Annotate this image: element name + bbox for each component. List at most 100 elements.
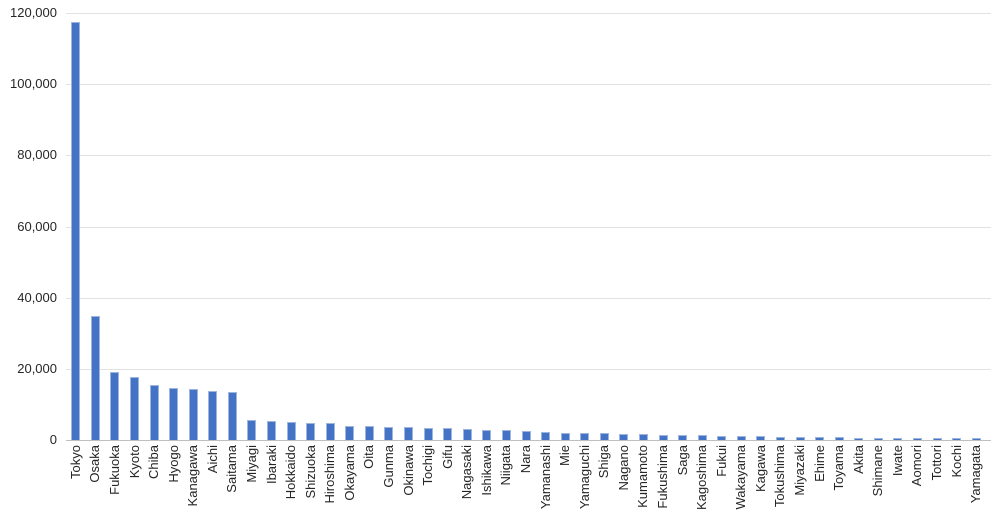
x-tick-label-nara: Nara [518,445,533,474]
x-tick-label-fukui: Fukui [714,445,729,477]
bar-chiba [150,385,159,440]
x-tick-label-hokkaido: Hokkaido [283,445,298,500]
y-tick-label: 60,000 [17,219,57,234]
bar-osaka [91,316,100,440]
x-tick-label-oita: Oita [361,445,376,469]
x-tick-label-aomori: Aomori [909,445,924,487]
x-tick-label-wakayama: Wakayama [733,445,748,510]
x-tick-label-nagasaki: Nagasaki [459,445,474,500]
gridline [66,13,991,14]
x-tick-label-tochigi: Tochigi [420,445,435,486]
x-tick-label-chiba: Chiba [146,445,161,479]
bar-saitama [228,392,237,440]
x-tick-label-okayama: Okayama [342,445,357,501]
gridline [66,84,991,85]
bar-miyazaki [796,437,805,440]
y-tick-label: 120,000 [10,5,57,20]
x-tick-label-mie: Mie [557,445,572,466]
x-tick-label-iwate: Iwate [890,445,905,477]
bar-tottori [933,438,942,440]
bar-yamaguchi [580,433,589,440]
bar-aichi [208,391,217,440]
bar-fukui [717,436,726,440]
gridline [66,369,991,370]
bar-saga [678,435,687,440]
x-tick-label-kumamoto: Kumamoto [635,445,650,508]
x-tick-label-fukuoka: Fukuoka [107,445,122,495]
bar-miyagi [247,420,256,440]
y-tick-label: 0 [49,432,57,447]
bar-tokyo [71,22,80,440]
bar-oita [365,426,374,440]
x-tick-label-saitama: Saitama [224,445,239,493]
x-tick-label-fukushima: Fukushima [655,445,670,509]
bar-nagasaki [463,429,472,440]
bar-kyoto [130,377,139,440]
bar-hyogo [169,388,178,440]
bar-aomori [913,438,922,440]
bar-hokkaido [287,422,296,440]
x-tick-label-gifu: Gifu [440,445,455,469]
x-tick-label-akita: Akita [851,445,866,474]
bar-fukuoka [110,372,119,440]
x-tick-label-kanagawa: Kanagawa [185,445,200,507]
y-tick-label: 20,000 [17,361,57,376]
x-tick-label-gunma: Gunma [381,445,396,488]
x-tick-label-niigata: Niigata [498,445,513,486]
x-tick-label-hiroshima: Hiroshima [322,445,337,504]
bar-iwate [893,438,902,440]
bar-shiga [600,433,609,440]
bar-ehime [815,437,824,440]
bar-fukushima [659,435,668,440]
x-tick-label-saga: Saga [675,445,690,476]
bar-shizuoka [306,423,315,440]
bar-gifu [443,428,452,440]
x-tick-label-shizuoka: Shizuoka [303,445,318,499]
bar-kagawa [756,436,765,440]
x-tick-label-ishikawa: Ishikawa [479,445,494,496]
bar-kanagawa [189,389,198,440]
x-tick-label-shimane: Shimane [870,445,885,497]
x-tick-label-tottori: Tottori [929,445,944,481]
x-tick-label-tokyo: Tokyo [68,445,83,479]
bar-shimane [874,438,883,440]
x-tick-label-kagoshima: Kagoshima [694,445,709,511]
x-tick-label-yamanashi: Yamanashi [538,445,553,510]
y-tick-label: 40,000 [17,290,57,305]
gridline [66,155,991,156]
gridline [66,298,991,299]
x-tick-label-okinawa: Okinawa [401,445,416,496]
bar-ibaraki [267,421,276,440]
bar-tokushima [776,437,785,440]
x-tick-label-ehime: Ehime [812,445,827,482]
x-tick-label-kochi: Kochi [949,445,964,478]
x-tick-label-kagawa: Kagawa [753,445,768,492]
bar-nagano [619,434,628,440]
x-tick-label-miyagi: Miyagi [244,445,259,483]
x-tick-label-nagano: Nagano [616,445,631,491]
bar-mie [561,433,570,440]
bar-tochigi [424,428,433,440]
bar-okinawa [404,427,413,440]
x-axis-line [66,440,991,441]
bar-toyama [835,437,844,440]
x-tick-label-yamagata: Yamagata [968,445,983,504]
x-tick-label-ibaraki: Ibaraki [264,445,279,485]
bar-akita [854,438,863,440]
x-tick-label-miyazaki: Miyazaki [792,445,807,496]
x-tick-label-osaka: Osaka [87,445,102,483]
bar-okayama [345,426,354,440]
x-tick-label-hyogo: Hyogo [166,445,181,483]
x-tick-label-kyoto: Kyoto [127,445,142,479]
y-tick-label: 100,000 [10,76,57,91]
x-tick-label-toyama: Toyama [831,445,846,491]
y-tick-label: 80,000 [17,147,57,162]
bar-yamagata [972,438,981,440]
bar-kumamoto [639,434,648,440]
x-tick-label-shiga: Shiga [596,445,611,479]
bar-kagoshima [698,435,707,440]
bar-wakayama [737,436,746,440]
x-tick-label-aichi: Aichi [205,445,220,474]
bar-gunma [384,427,393,440]
